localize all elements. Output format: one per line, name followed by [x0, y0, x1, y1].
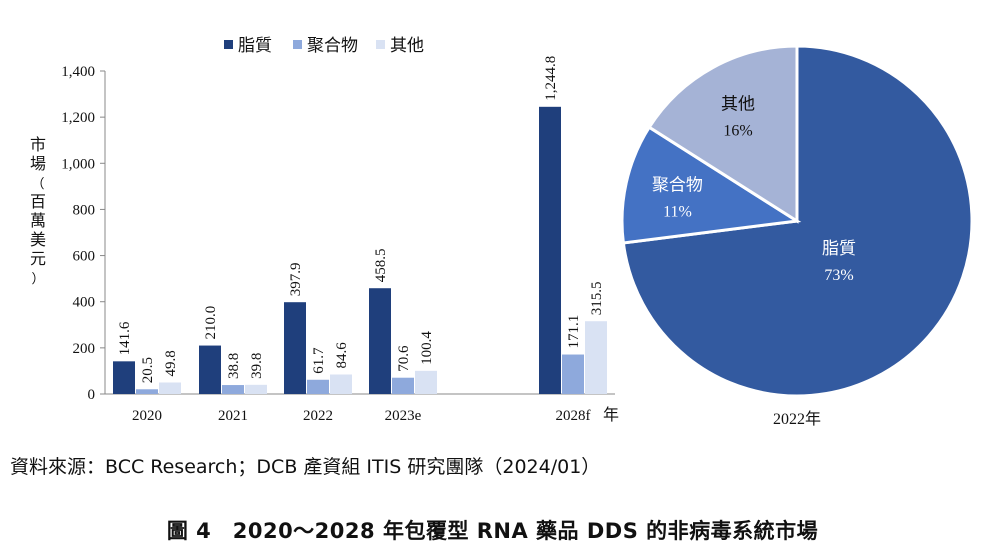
x-tick-label: 2023e	[385, 408, 422, 424]
data-label: 39.8	[249, 353, 265, 379]
data-label: 49.8	[163, 350, 179, 376]
bar	[330, 374, 352, 394]
legend-swatch	[224, 40, 233, 49]
bar	[369, 288, 391, 394]
pie-slice-name: 脂質	[822, 239, 856, 259]
pie-slice-percent: 73%	[824, 267, 853, 284]
data-label: 100.4	[419, 331, 435, 365]
figure-caption: 圖 4 2020～2028 年包覆型 RNA 藥品 DDS 的非病毒系統市場	[166, 519, 819, 543]
source-note: 資料來源：BCC Research；DCB 產資組 ITIS 研究團隊（2024…	[10, 456, 601, 478]
data-label: 20.5	[140, 357, 156, 383]
bar	[307, 379, 329, 394]
legend: 脂質 聚合物 其他	[224, 36, 424, 56]
legend-label: 聚合物	[307, 36, 358, 56]
y-tick-label: 200	[73, 341, 96, 357]
pie-slice-percent: 11%	[663, 203, 692, 220]
data-label: 70.6	[396, 345, 412, 372]
y-tick-label: 1,200	[61, 110, 95, 126]
legend-label: 其他	[390, 36, 424, 56]
bar	[415, 370, 437, 394]
data-label: 61.7	[311, 347, 327, 374]
bar	[199, 345, 221, 394]
y-axis-label: 市場（百萬美元）	[30, 135, 46, 287]
bar	[284, 302, 306, 394]
bar	[539, 106, 561, 394]
bar	[159, 382, 181, 394]
x-tick-label: 2020	[132, 408, 162, 424]
legend-label: 脂質	[238, 36, 272, 56]
pie-chart: 脂質 73% 聚合物 11% 其他 16% 2022年	[620, 44, 974, 428]
pie-title: 2022年	[773, 410, 821, 428]
data-label: 38.8	[226, 353, 242, 379]
bar	[392, 377, 414, 394]
pie-slice-name: 聚合物	[652, 175, 703, 195]
y-tick-label: 1,400	[61, 64, 95, 80]
data-label: 210.0	[203, 306, 219, 340]
bar-chart: 0 200 400 600 800 1,000 1,200 1,400 市場（百萬美元） 141.…	[30, 56, 619, 424]
pie-slice	[620, 125, 802, 245]
y-tick-label: 800	[73, 202, 96, 218]
data-label: 1,244.8	[543, 56, 559, 101]
pie-slice	[647, 44, 799, 224]
y-tick-label: 400	[73, 295, 96, 311]
data-label: 397.9	[288, 262, 304, 296]
x-tick-label: 2022	[303, 408, 333, 424]
legend-swatch	[376, 40, 385, 49]
data-label: 141.6	[117, 321, 133, 355]
pie-slice-percent: 16%	[723, 123, 752, 140]
y-tick-label: 0	[88, 387, 96, 403]
y-tick-label: 600	[73, 249, 96, 265]
data-label: 315.5	[589, 281, 605, 315]
bar	[136, 389, 158, 394]
bar	[222, 385, 244, 394]
x-tick-label: 2021	[218, 408, 248, 424]
data-label: 84.6	[334, 342, 350, 369]
bar	[245, 384, 267, 394]
bar	[562, 354, 584, 394]
bar	[585, 321, 607, 394]
data-label: 171.1	[566, 315, 582, 349]
pie-slice-name: 其他	[721, 95, 755, 115]
chart-area: 脂質 聚合物 其他 02004006008001,0001,2001,400市場（百…	[30, 36, 974, 428]
legend-swatch	[293, 40, 302, 49]
x-tick-label: 2028f	[556, 408, 591, 424]
x-axis-label: 年	[603, 405, 619, 424]
y-tick-label: 1,000	[61, 156, 95, 172]
data-label: 458.5	[373, 248, 389, 282]
bar	[113, 361, 135, 394]
